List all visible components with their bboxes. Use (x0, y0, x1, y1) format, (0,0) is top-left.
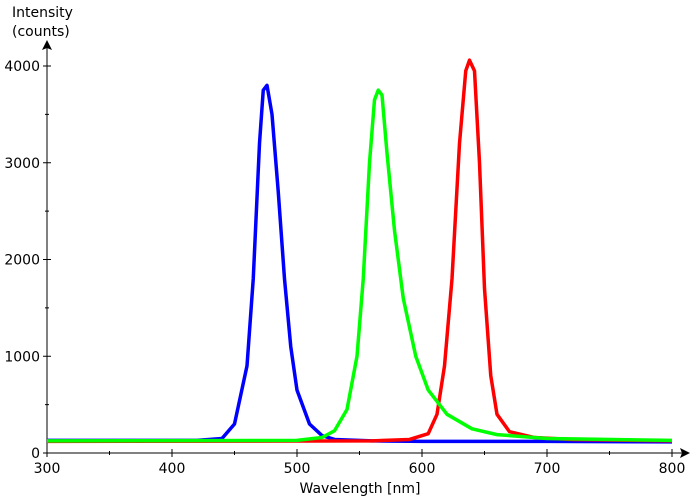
line-series (46, 58, 673, 444)
y-axis-arrow (42, 40, 52, 50)
x-tick-label: 700 (534, 461, 561, 477)
y-tick-label: 3000 (4, 156, 40, 172)
y-axis-label: Intensity (12, 5, 73, 21)
y-tick-label: 4000 (4, 59, 40, 75)
x-tick-label: 800 (659, 461, 686, 477)
x-axis-arrow (680, 448, 690, 458)
x-tick-label: 400 (159, 461, 186, 477)
line-series (46, 88, 673, 443)
x-tick-label: 600 (409, 461, 436, 477)
x-tick-label: 500 (284, 461, 311, 477)
y-axis-label: (counts) (12, 24, 70, 40)
y-tick-label: 1000 (4, 349, 40, 365)
y-tick-label: 0 (31, 446, 40, 462)
x-axis-label: Wavelength [nm] (300, 481, 421, 497)
y-tick-label: 2000 (4, 253, 40, 269)
line-series (47, 83, 673, 444)
x-tick-label: 300 (34, 461, 61, 477)
